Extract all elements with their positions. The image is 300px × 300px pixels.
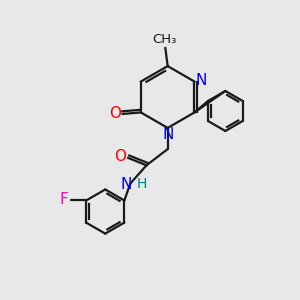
Text: CH₃: CH₃ [152, 33, 177, 46]
Text: O: O [114, 149, 126, 164]
Text: N: N [195, 73, 207, 88]
Text: N: N [163, 127, 174, 142]
Text: O: O [109, 106, 121, 121]
Text: N: N [120, 177, 132, 192]
Text: F: F [59, 192, 68, 207]
Text: H: H [137, 177, 147, 191]
